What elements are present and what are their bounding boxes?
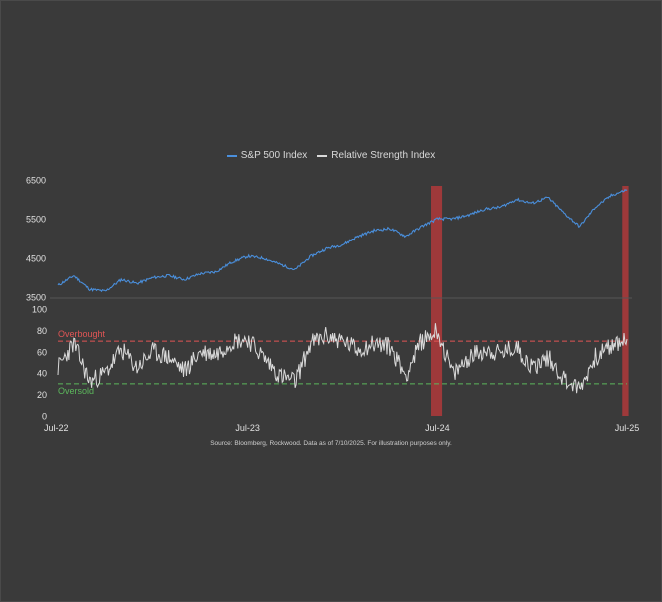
sp500-tick-label: 4500 — [26, 254, 46, 264]
source-note: Source: Bloomberg, Rockwood. Data as of … — [210, 440, 452, 447]
highlight-bands — [431, 186, 629, 416]
x-tick-label: Jul-23 — [235, 423, 260, 433]
x-tick-label: Jul-25 — [615, 423, 640, 433]
chart-series — [57, 188, 628, 394]
rsi-line — [57, 323, 628, 394]
chart-legend: S&P 500 Index Relative Strength Index — [0, 150, 662, 161]
legend-swatch-sp500 — [226, 154, 237, 157]
overbought-label: Overbought — [58, 329, 106, 339]
rsi-tick-label: 20 — [37, 390, 47, 400]
highlight-band-2 — [622, 186, 629, 416]
oversold-label: Oversold — [58, 386, 94, 396]
legend-label-sp500: S&P 500 Index — [240, 150, 308, 161]
rsi-thresholds: Overbought Oversold — [58, 329, 627, 396]
sp500-y-axis: 6500 5500 4500 3500 — [26, 176, 632, 303]
rsi-tick-label: 0 — [42, 412, 47, 422]
x-axis: Jul-22 Jul-23 Jul-24 Jul-25 — [44, 423, 639, 433]
rsi-tick-label: 60 — [37, 347, 47, 357]
legend-swatch-rsi — [317, 154, 328, 157]
rsi-y-axis: 100 80 60 40 20 0 — [32, 305, 47, 422]
x-tick-label: Jul-24 — [425, 423, 450, 433]
legend-item-rsi: Relative Strength Index — [317, 150, 435, 161]
legend-label-rsi: Relative Strength Index — [331, 150, 436, 161]
sp500-tick-label: 6500 — [26, 176, 46, 186]
sp500-tick-label: 3500 — [26, 293, 46, 303]
rsi-tick-label: 80 — [37, 326, 47, 336]
legend-item-sp500: S&P 500 Index — [226, 150, 308, 161]
rsi-tick-label: 100 — [32, 305, 47, 315]
sp500-line — [57, 188, 628, 293]
rsi-tick-label: 40 — [37, 369, 47, 379]
highlight-band-1 — [431, 186, 443, 416]
x-tick-label: Jul-22 — [44, 423, 69, 433]
sp500-tick-label: 5500 — [26, 215, 46, 225]
